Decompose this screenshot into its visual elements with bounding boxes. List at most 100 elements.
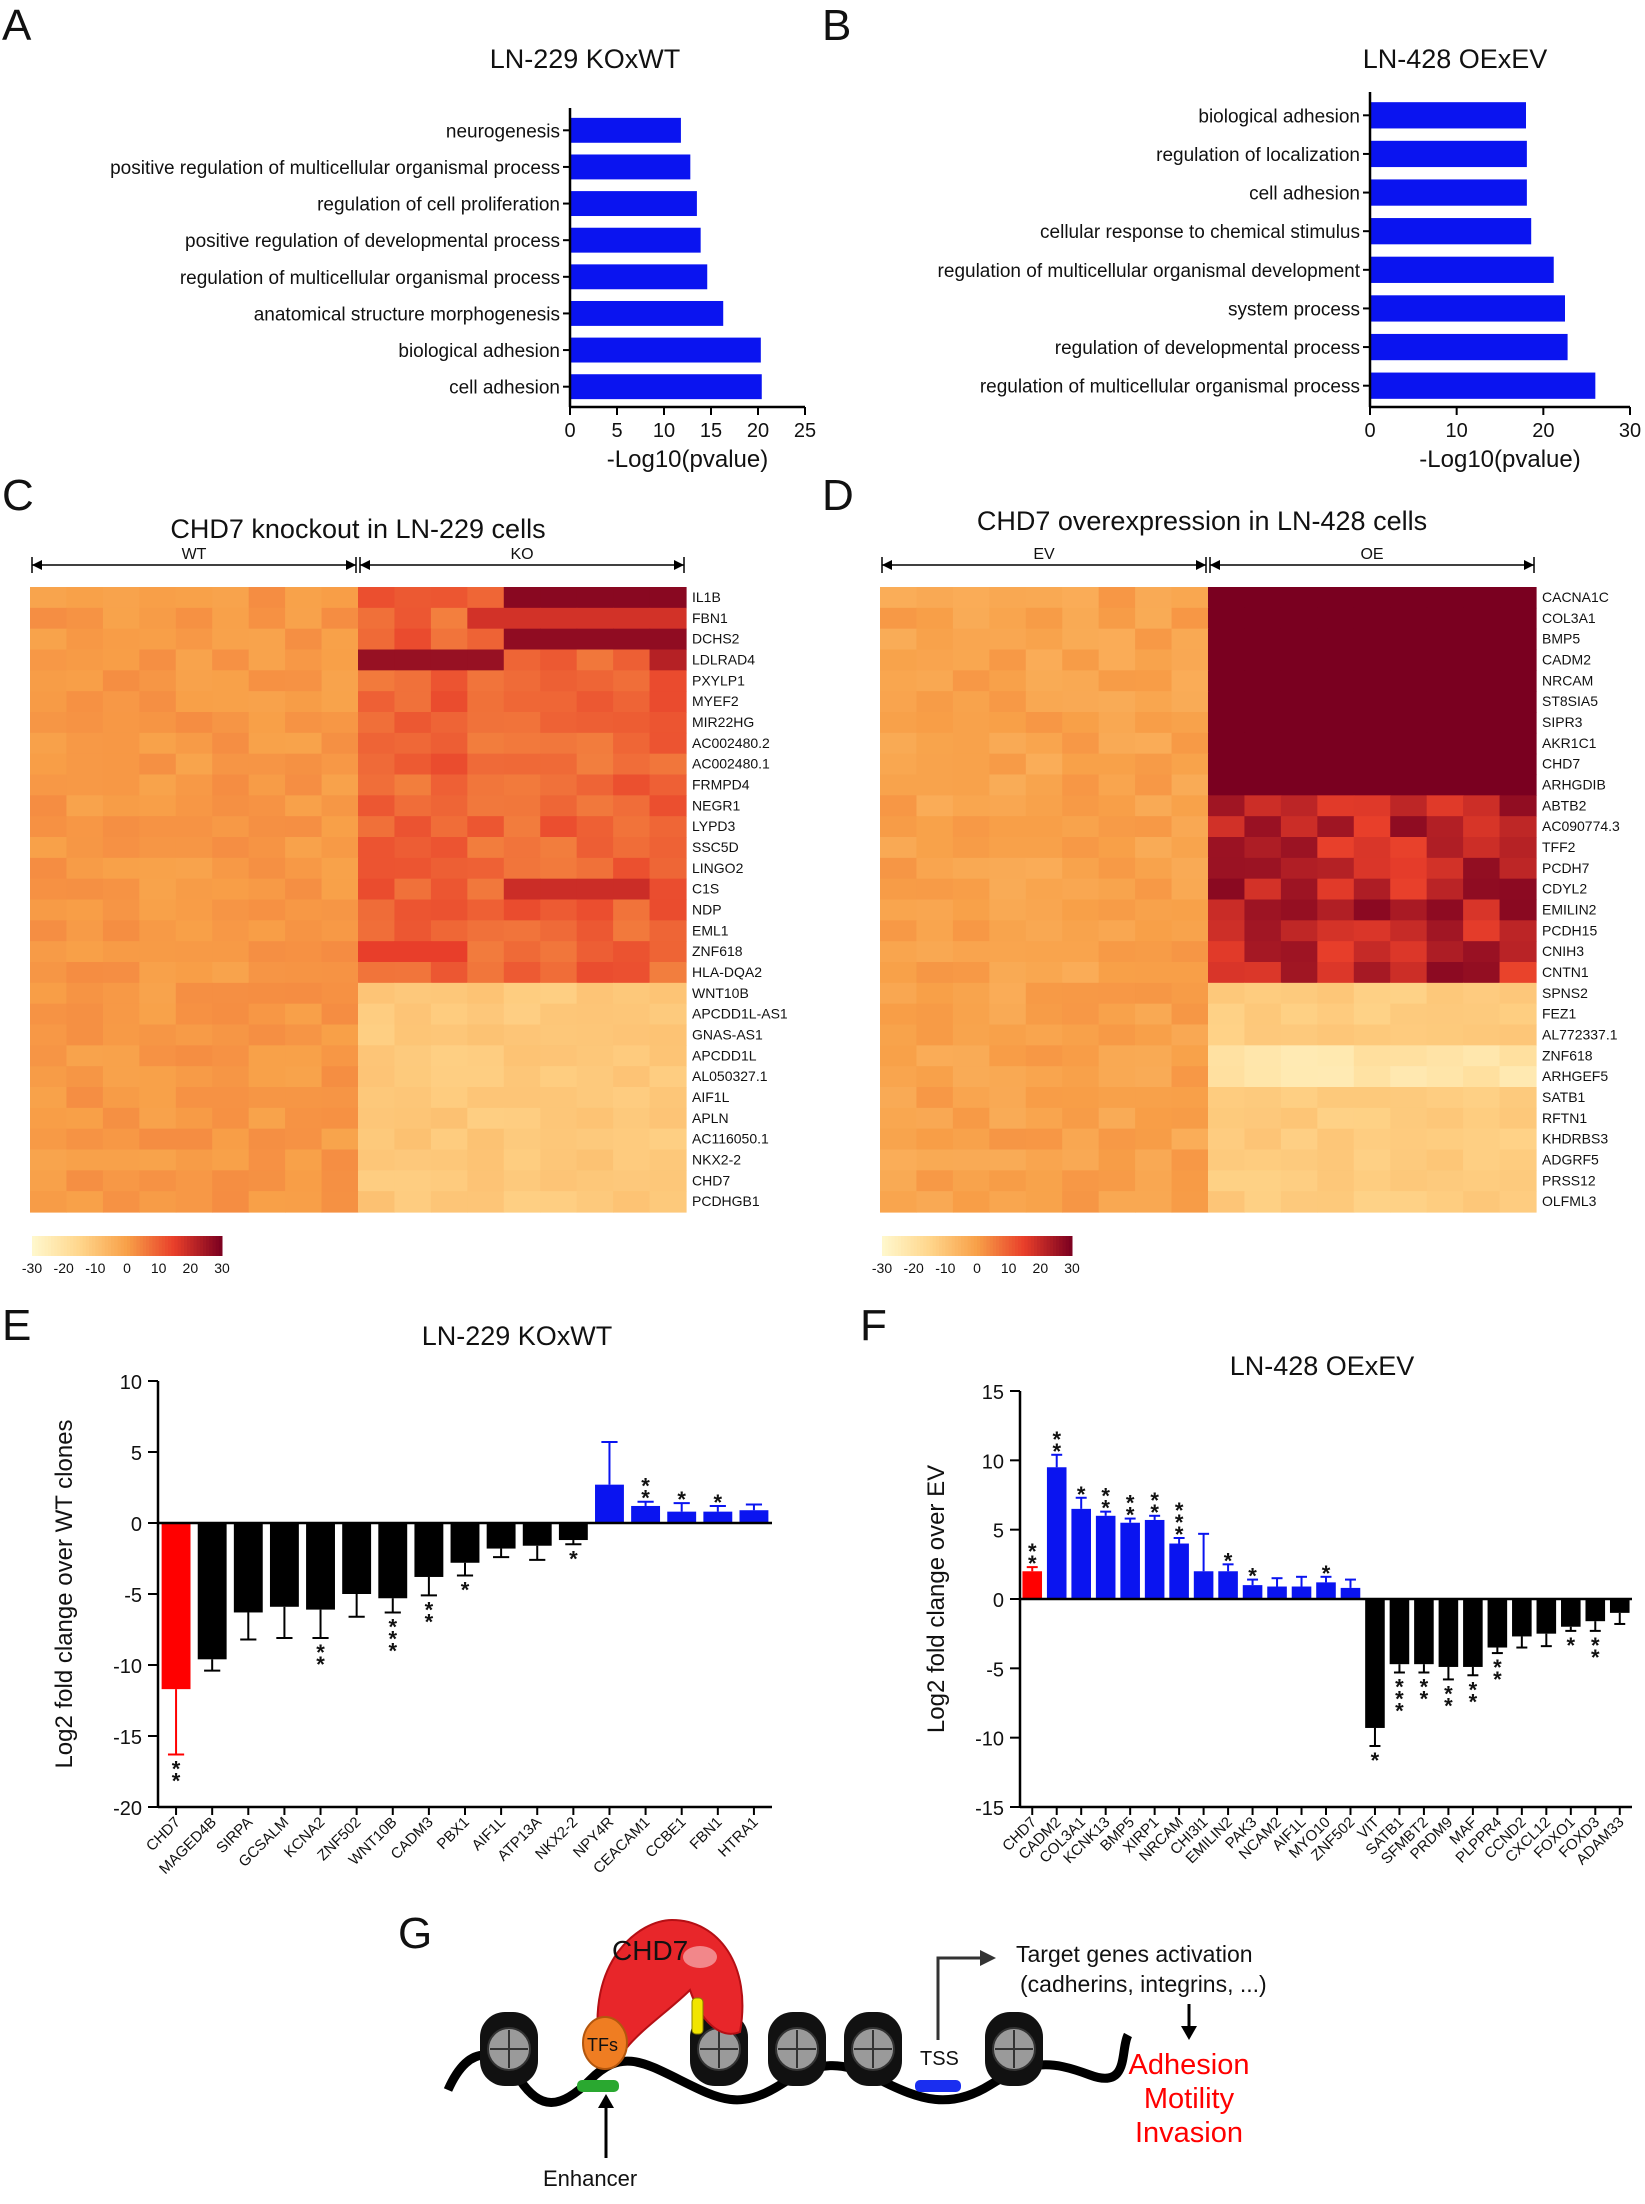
heatmap-cell [613, 816, 651, 838]
heatmap-cell [1390, 1149, 1428, 1171]
heatmap-cell [1463, 1149, 1501, 1171]
colorbar-tick: -10 [935, 1260, 955, 1276]
heatmap-cell [394, 712, 432, 734]
colorbar-segment [1030, 1236, 1035, 1256]
chart-title: LN-229 KOxWT [490, 44, 681, 74]
colorbar-segment [209, 1236, 213, 1256]
heatmap-cell [540, 649, 578, 671]
heatmap-cell [30, 628, 68, 651]
colorbar-segment [1008, 1236, 1013, 1256]
heatmap-cell [649, 712, 687, 734]
heatmap-cell [1025, 1003, 1063, 1026]
colorbar-segment [190, 1236, 194, 1256]
heatmap-cell [467, 753, 505, 776]
heatmap-cell [358, 920, 396, 942]
gene-label: ABTB2 [1542, 797, 1587, 813]
heatmap-cell [989, 1066, 1027, 1088]
heatmap-cell [1317, 628, 1355, 651]
heatmap-cell [1353, 649, 1391, 671]
heatmap-cell [1390, 941, 1428, 963]
colorbar-segment [136, 1236, 141, 1256]
heatmap-cell [1426, 649, 1464, 671]
heatmap-cell [467, 712, 505, 734]
heatmap-cell [430, 878, 468, 901]
heatmap-cell [916, 628, 954, 651]
heatmap-cell [248, 1066, 286, 1088]
heatmap-cell [1098, 920, 1136, 942]
heatmap-cell [989, 816, 1027, 838]
heatmap-cell [1208, 1149, 1246, 1171]
gene-label: IL1B [692, 589, 721, 605]
heatmap-cell [1135, 1045, 1173, 1067]
gene-label: C1S [692, 881, 719, 897]
bar [450, 1523, 480, 1563]
heatmap-cell [540, 816, 578, 838]
heatmap-cell [540, 878, 578, 901]
heatmap-cell [1317, 1045, 1355, 1067]
heatmap-cell [1463, 1087, 1501, 1109]
heatmap-cell [576, 920, 614, 942]
bar [1512, 1599, 1532, 1637]
heatmap-cell [430, 899, 468, 921]
significance-star: * [388, 1638, 397, 1663]
y-tick-label: 10 [120, 1372, 142, 1394]
heatmap-cell [1426, 1170, 1464, 1192]
colorbar-tick: 0 [123, 1260, 131, 1276]
heatmap-cell [1463, 712, 1501, 734]
heatmap-cell [430, 920, 468, 942]
heatmap-cell [175, 795, 213, 817]
gene-label: APCDD1L-AS1 [692, 1006, 788, 1022]
heatmap-cell [1426, 1045, 1464, 1067]
heatmap-cell [212, 753, 250, 776]
bar [306, 1523, 335, 1610]
gene-label: DCHS2 [692, 631, 740, 647]
heatmap-cell [576, 670, 614, 692]
heatmap-cell [1171, 816, 1209, 838]
gene-label: PCDH7 [1542, 860, 1590, 876]
heatmap-cell [30, 962, 68, 984]
heatmap-cell [1062, 732, 1100, 755]
heatmap-cell [1098, 1003, 1136, 1026]
heatmap-cell [430, 962, 468, 984]
heatmap-cell [503, 712, 541, 734]
heatmap-cell [212, 899, 250, 921]
heatmap-cell [175, 1170, 213, 1192]
heatmap-cell [1244, 1191, 1282, 1213]
heatmap-cell [102, 837, 140, 859]
heatmap-cell [248, 1191, 286, 1213]
heatmap-cell [1062, 857, 1100, 880]
significance-star: * [1175, 1510, 1184, 1535]
significance-star: * [1591, 1645, 1600, 1670]
heatmap-cell [30, 1149, 68, 1171]
heatmap-cell [576, 1024, 614, 1046]
enhancer-label: Enhancer [543, 2166, 637, 2191]
heatmap-cell [285, 816, 323, 838]
heatmap-cell [139, 774, 177, 796]
heatmap-cell [248, 774, 286, 796]
colorbar-tick: 30 [1064, 1260, 1080, 1276]
heatmap-cell [1171, 982, 1209, 1005]
heatmap-cell [248, 1107, 286, 1130]
significance-star: * [1052, 1427, 1061, 1452]
heatmap-cell [285, 1170, 323, 1192]
heatmap-cell [212, 941, 250, 963]
bar [1585, 1599, 1606, 1622]
heatmap-cell [285, 1087, 323, 1109]
heatmap-cell [1098, 816, 1136, 838]
colorbar-tick: 20 [1033, 1260, 1049, 1276]
heatmap-cell [503, 649, 541, 671]
heatmap-cell [540, 1128, 578, 1151]
heatmap-cell [394, 1045, 432, 1067]
heatmap-cell [248, 1087, 286, 1109]
heatmap-cell [1062, 1107, 1100, 1130]
heatmap-cell [430, 837, 468, 859]
heatmap-cell [66, 691, 104, 713]
heatmap-cell [1426, 795, 1464, 817]
colorbar-segment [885, 1236, 889, 1256]
heatmap-cell [66, 941, 104, 963]
heatmap-cell [649, 1107, 687, 1130]
bar [1340, 1587, 1361, 1599]
heatmap-cell [952, 1045, 990, 1067]
gene-label: SATB1 [1542, 1089, 1586, 1105]
heatmap-cell [1499, 628, 1537, 651]
